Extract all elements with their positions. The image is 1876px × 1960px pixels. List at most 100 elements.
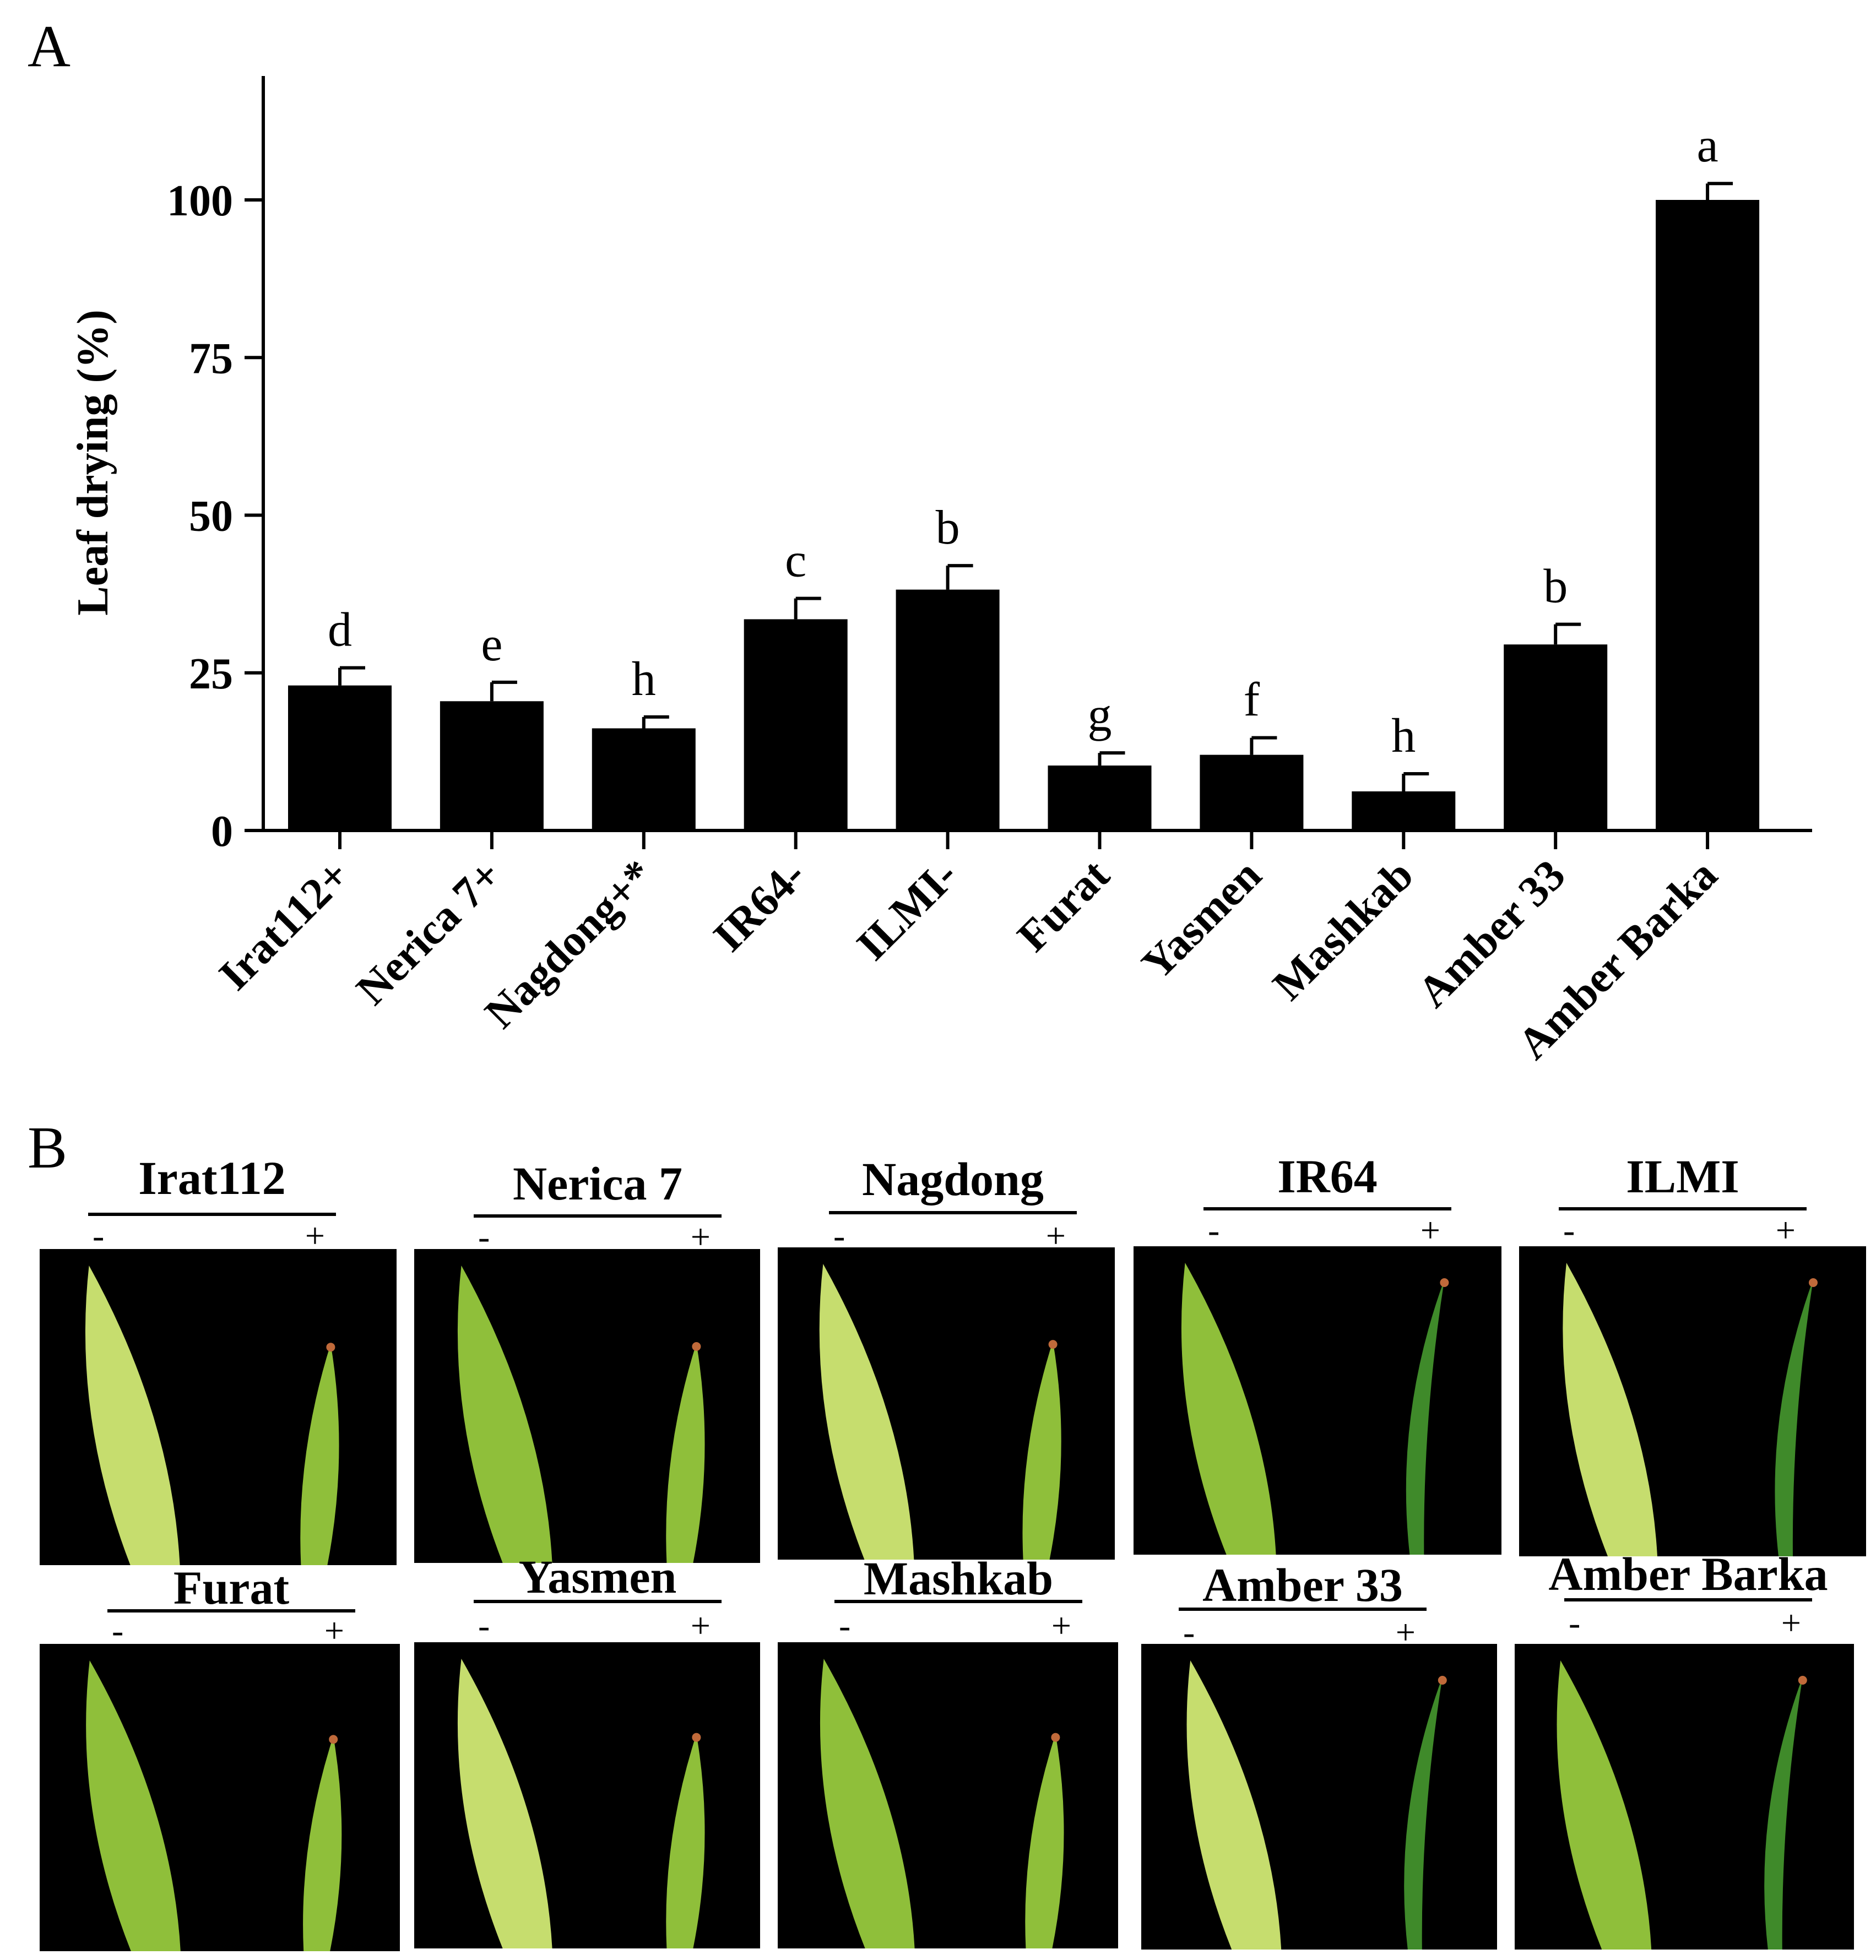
leaf-photo-card: Mashkab- + [778, 1552, 1118, 1948]
bar [592, 728, 696, 830]
control-sign: - [1563, 1210, 1575, 1250]
treated-sign: + [1051, 1606, 1071, 1645]
control-leaf [457, 1659, 552, 1948]
treated-sign: + [691, 1606, 711, 1645]
y-tick-label: 50 [189, 492, 233, 541]
control-sign: - [478, 1606, 490, 1645]
control-leaf [86, 1660, 181, 1951]
dried-leaf-tip [692, 1733, 701, 1742]
treated-leaf [666, 1734, 705, 1948]
treated-sign: + [1776, 1210, 1796, 1250]
treated-leaf [1022, 1341, 1061, 1560]
dried-leaf-tip [1438, 1676, 1447, 1685]
bar [1656, 200, 1760, 830]
bar [1048, 765, 1152, 830]
control-sign: - [1183, 1612, 1195, 1652]
leaf-photo-card: Irat112- + [40, 1152, 397, 1565]
cultivar-title: Mashkab [864, 1552, 1053, 1605]
leaf-photo-card: Furat - + [40, 1561, 400, 1951]
treated-sign: + [305, 1216, 325, 1255]
treated-sign: + [1420, 1210, 1440, 1250]
control-leaf [457, 1266, 552, 1563]
dried-leaf-tip [692, 1342, 701, 1351]
treated-sign: + [324, 1611, 344, 1650]
significance-letter: b [1543, 560, 1568, 613]
leaf-photo-card: ILMI - + [1519, 1150, 1866, 1556]
control-leaf [1557, 1660, 1652, 1950]
leaf-photo-card: Nerica 7- + [414, 1157, 760, 1563]
control-sign: - [93, 1216, 104, 1255]
cultivar-title: Nerica 7 [513, 1157, 682, 1210]
cultivar-title: Yasmen [519, 1550, 677, 1603]
control-sign: - [1569, 1603, 1580, 1642]
control-leaf [820, 1659, 915, 1948]
treated-leaf [1775, 1279, 1813, 1556]
cultivar-title: Irat112 [138, 1152, 286, 1204]
panel-a-label: A [28, 14, 71, 79]
control-sign: - [839, 1606, 850, 1645]
x-tick-label: Nerica 7+ [348, 851, 511, 1014]
bar [1200, 754, 1304, 830]
control-leaf [819, 1264, 914, 1560]
control-sign: - [1208, 1210, 1219, 1250]
control-sign: - [833, 1216, 845, 1255]
x-tick-label: Mashkab [1264, 851, 1423, 1010]
significance-letter: d [328, 604, 352, 657]
x-tick-label: IR64- [704, 851, 815, 961]
dried-leaf-tip [1048, 1340, 1058, 1349]
cultivar-title: Nagdong [862, 1153, 1044, 1206]
y-tick-label: 100 [167, 177, 233, 225]
leaf-photo-card: Amber Barka- + [1515, 1548, 1854, 1950]
control-sign: - [478, 1217, 490, 1256]
treated-leaf [1406, 1279, 1445, 1555]
dried-leaf-tip [1051, 1733, 1060, 1742]
cultivar-title: Amber 33 [1202, 1559, 1403, 1611]
leaf-photo-card: IR64 - + [1134, 1150, 1501, 1555]
cultivar-title: Amber Barka [1548, 1548, 1828, 1600]
bar [896, 589, 1000, 830]
bar [1504, 644, 1608, 830]
leaf-photo-card: Amber 33- + [1141, 1559, 1497, 1950]
significance-letter: h [632, 653, 656, 706]
significance-letter: c [785, 534, 806, 588]
leaf-photo-grid: Irat112- +Nerica 7- +Nagdong- +IR64- +ILMI- +… [40, 1150, 1866, 1951]
significance-letter: f [1244, 674, 1260, 727]
y-tick-label: 25 [189, 650, 233, 698]
dried-leaf-tip [1809, 1278, 1818, 1287]
dried-leaf-tip [326, 1343, 335, 1352]
bar [440, 701, 544, 830]
dried-leaf-tip [329, 1735, 338, 1744]
significance-letter: e [481, 618, 502, 671]
control-sign: - [112, 1611, 123, 1650]
leaf-photo-card: Nagdong- + [778, 1153, 1115, 1560]
treated-leaf [1025, 1734, 1064, 1948]
y-tick-label: 0 [211, 807, 233, 856]
treated-leaf [666, 1343, 705, 1563]
significance-letter: b [936, 501, 960, 555]
cultivar-title: IR64 [1277, 1150, 1378, 1203]
bar [744, 619, 848, 830]
treated-leaf [1764, 1677, 1803, 1950]
x-tick-label: Amber 33 [1408, 851, 1575, 1017]
dried-leaf-tip [1440, 1278, 1449, 1287]
bar [288, 685, 392, 830]
significance-letter: g [1088, 688, 1112, 742]
x-tick-label: ILMI- [848, 851, 967, 970]
bar [1352, 791, 1456, 830]
dried-leaf-tip [1798, 1676, 1807, 1685]
panel-b-label: B [28, 1115, 67, 1181]
y-tick-label: 75 [189, 334, 233, 383]
cultivar-title: Furat [173, 1561, 290, 1614]
treated-sign: + [1781, 1603, 1801, 1642]
control-leaf [1181, 1263, 1276, 1555]
y-axis-label: Leaf drying (%) [69, 310, 117, 616]
x-tick-label: Irat112+ [210, 851, 359, 1000]
leaf-photo-card: Yasmen- + [414, 1550, 760, 1948]
x-tick-label: Furat [1009, 850, 1119, 961]
control-leaf [85, 1266, 180, 1565]
control-leaf [1186, 1660, 1282, 1950]
significance-letter: a [1697, 119, 1718, 172]
